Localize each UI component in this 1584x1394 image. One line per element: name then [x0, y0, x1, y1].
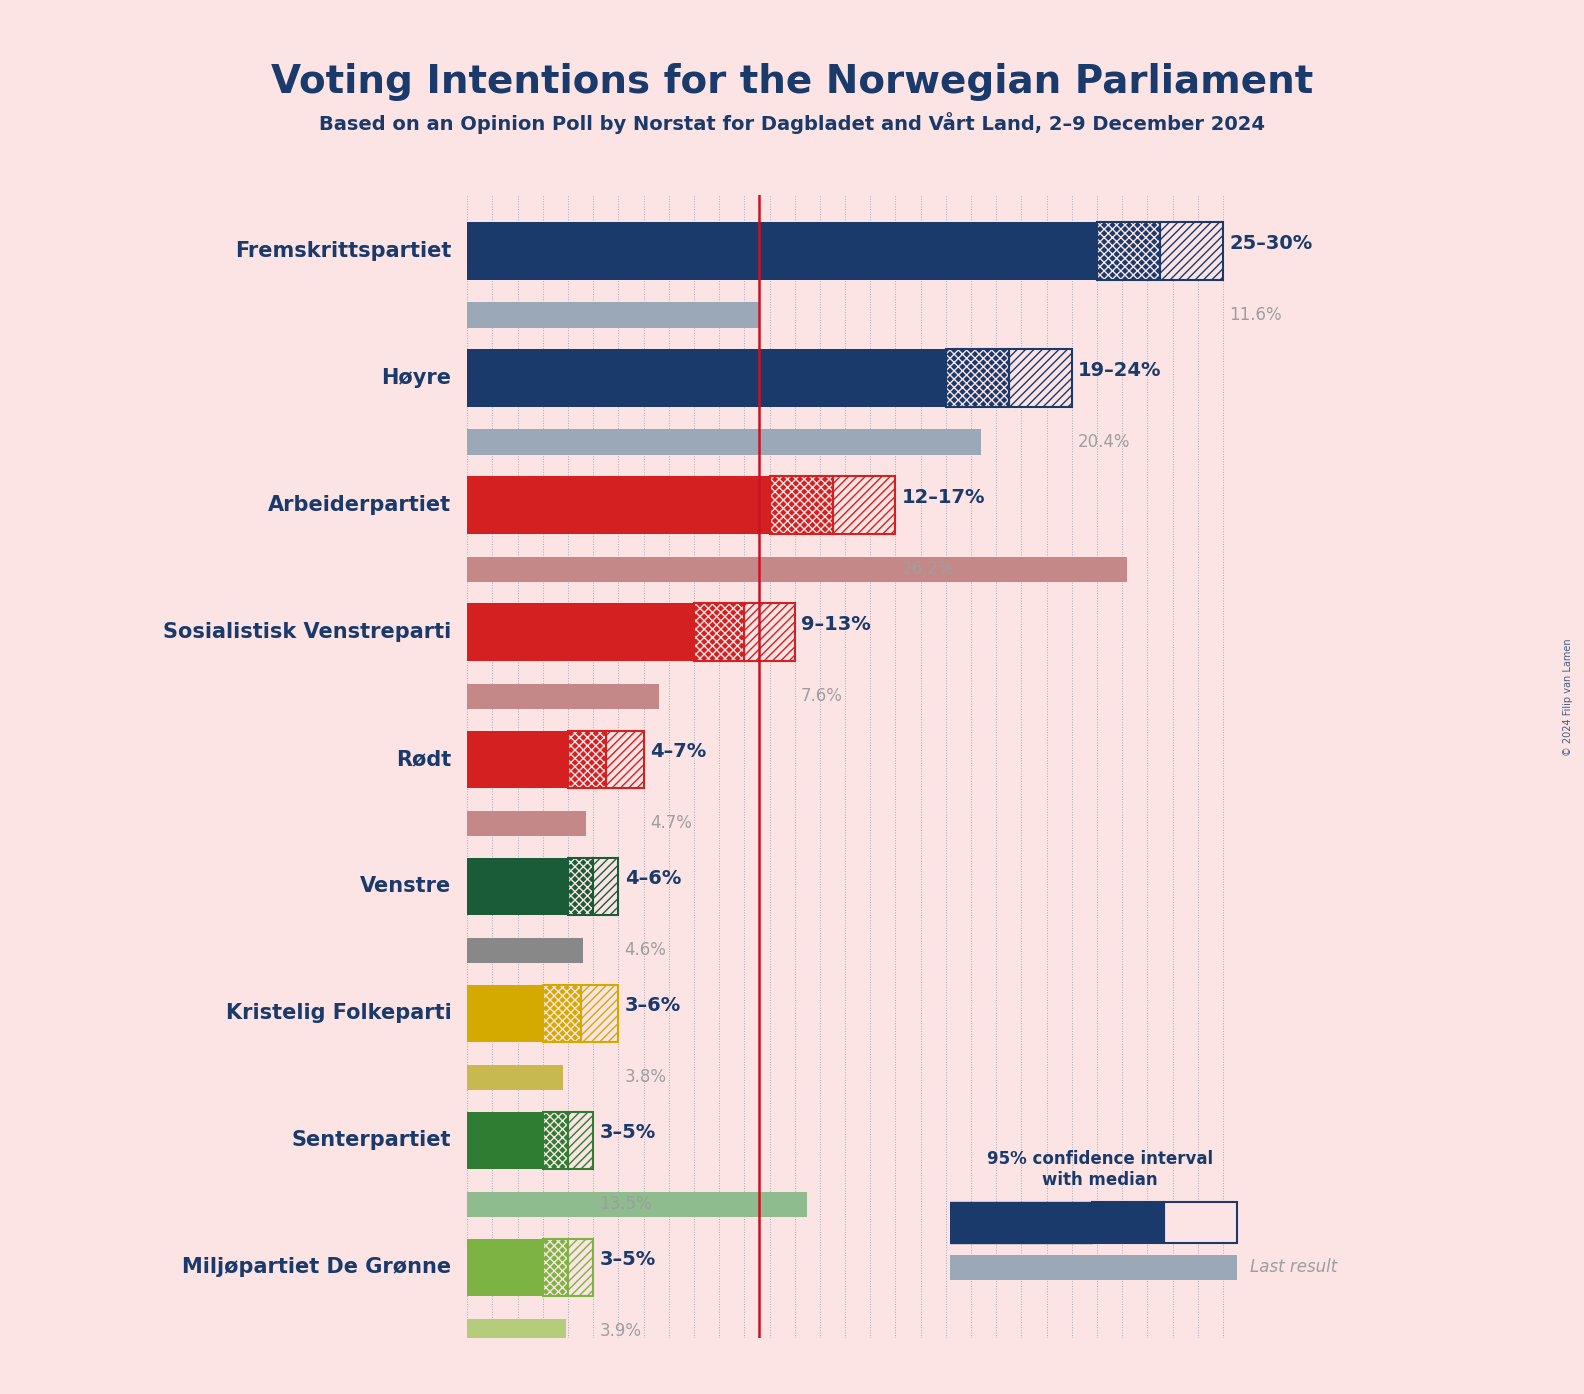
- Bar: [467, 1238, 543, 1295]
- Bar: [1098, 223, 1159, 280]
- Text: 3–6%: 3–6%: [624, 995, 681, 1015]
- Bar: [950, 1202, 1091, 1243]
- Bar: [1009, 350, 1072, 407]
- Text: Fremskrittspartiet: Fremskrittspartiet: [234, 241, 451, 261]
- Text: Senterpartiet: Senterpartiet: [291, 1131, 451, 1150]
- Bar: [543, 984, 581, 1041]
- Text: 25–30%: 25–30%: [1229, 234, 1313, 252]
- Bar: [694, 604, 744, 661]
- Bar: [467, 1065, 562, 1090]
- Bar: [467, 1111, 543, 1168]
- Text: Miljøpartiet De Grønne: Miljøpartiet De Grønne: [182, 1257, 451, 1277]
- Bar: [605, 730, 643, 788]
- Bar: [569, 1111, 594, 1168]
- Bar: [467, 1319, 565, 1344]
- Text: Høyre: Høyre: [382, 368, 451, 388]
- Bar: [467, 429, 980, 454]
- Bar: [594, 857, 618, 914]
- Bar: [467, 984, 543, 1041]
- Bar: [569, 857, 594, 914]
- Bar: [467, 683, 659, 710]
- Text: 20.4%: 20.4%: [1079, 434, 1131, 452]
- Bar: [833, 477, 895, 534]
- Bar: [605, 730, 643, 788]
- Text: Voting Intentions for the Norwegian Parliament: Voting Intentions for the Norwegian Parl…: [271, 63, 1313, 100]
- Text: 3–5%: 3–5%: [599, 1124, 656, 1142]
- Bar: [1009, 350, 1072, 407]
- Text: 3.8%: 3.8%: [624, 1068, 667, 1086]
- Bar: [694, 604, 744, 661]
- Bar: [594, 857, 618, 914]
- Text: 12–17%: 12–17%: [901, 488, 985, 507]
- Text: 4.6%: 4.6%: [624, 941, 667, 959]
- Text: 4–7%: 4–7%: [649, 742, 706, 761]
- Text: 95% confidence interval
with median: 95% confidence interval with median: [987, 1150, 1213, 1189]
- Bar: [1098, 223, 1159, 280]
- Text: Last result: Last result: [1250, 1259, 1337, 1276]
- Bar: [569, 730, 605, 788]
- Bar: [467, 350, 946, 407]
- Bar: [770, 477, 833, 534]
- Text: Based on an Opinion Poll by Norstat for Dagbladet and Vårt Land, 2–9 December 20: Based on an Opinion Poll by Norstat for …: [318, 112, 1266, 134]
- Text: 11.6%: 11.6%: [1229, 307, 1281, 325]
- Text: Rødt: Rødt: [396, 749, 451, 769]
- Bar: [744, 604, 795, 661]
- Bar: [946, 350, 1009, 407]
- Bar: [1091, 1202, 1164, 1243]
- Text: Arbeiderpartiet: Arbeiderpartiet: [268, 495, 451, 514]
- Bar: [543, 1238, 569, 1295]
- Bar: [581, 984, 618, 1041]
- Bar: [833, 477, 895, 534]
- Text: 4–6%: 4–6%: [624, 868, 681, 888]
- Bar: [569, 857, 594, 914]
- Text: Venstre: Venstre: [360, 875, 451, 896]
- Bar: [569, 1238, 594, 1295]
- Text: 3–5%: 3–5%: [599, 1250, 656, 1269]
- Text: 3.9%: 3.9%: [599, 1323, 642, 1340]
- Text: 13.5%: 13.5%: [599, 1195, 653, 1213]
- Text: 26.2%: 26.2%: [901, 560, 955, 579]
- Bar: [467, 604, 694, 661]
- Bar: [467, 1192, 808, 1217]
- Text: Kristelig Folkeparti: Kristelig Folkeparti: [225, 1004, 451, 1023]
- Bar: [467, 556, 1128, 581]
- Bar: [950, 1255, 1237, 1280]
- Bar: [569, 1238, 594, 1295]
- Bar: [569, 730, 605, 788]
- Bar: [1159, 223, 1223, 280]
- Text: 9–13%: 9–13%: [802, 615, 871, 634]
- Bar: [1159, 223, 1223, 280]
- Bar: [467, 223, 1098, 280]
- Bar: [1164, 1202, 1237, 1243]
- Bar: [543, 1111, 569, 1168]
- Bar: [467, 302, 759, 328]
- Text: 7.6%: 7.6%: [802, 687, 843, 705]
- Bar: [543, 1238, 569, 1295]
- Bar: [467, 477, 770, 534]
- Text: © 2024 Filip van Lamen: © 2024 Filip van Lamen: [1563, 638, 1573, 756]
- Bar: [543, 984, 581, 1041]
- Bar: [1164, 1202, 1237, 1243]
- Text: 4.7%: 4.7%: [649, 814, 692, 832]
- Bar: [543, 1111, 569, 1168]
- Bar: [770, 477, 833, 534]
- Text: 19–24%: 19–24%: [1079, 361, 1161, 381]
- Bar: [946, 350, 1009, 407]
- Bar: [569, 1111, 594, 1168]
- Bar: [467, 857, 569, 914]
- Text: Sosialistisk Venstreparti: Sosialistisk Venstreparti: [163, 622, 451, 643]
- Bar: [467, 938, 583, 963]
- Bar: [467, 730, 569, 788]
- Bar: [1091, 1202, 1164, 1243]
- Bar: [581, 984, 618, 1041]
- Bar: [467, 810, 586, 836]
- Bar: [744, 604, 795, 661]
